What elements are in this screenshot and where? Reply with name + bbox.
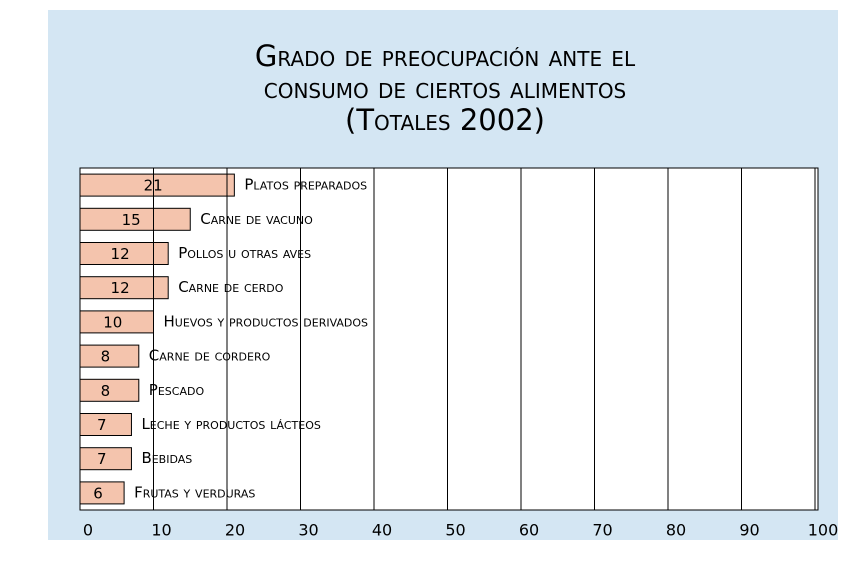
chart-title: consumo de ciertos alimentos <box>264 71 627 105</box>
category-label: Bebidas <box>141 449 192 467</box>
category-label: Pescado <box>149 381 205 399</box>
x-tick-label: 50 <box>445 521 465 540</box>
value-label: 8 <box>101 348 111 366</box>
chart-title: (Totales 2002) <box>345 103 545 137</box>
x-tick-label: 10 <box>151 521 171 540</box>
x-tick-label: 60 <box>519 521 539 540</box>
category-label: Carne de vacuno <box>200 210 313 228</box>
value-label: 12 <box>111 279 130 297</box>
category-label: Carne de cerdo <box>178 278 284 296</box>
value-label: 8 <box>101 382 111 400</box>
value-label: 10 <box>103 313 122 331</box>
category-label: Huevos y productos derivados <box>164 312 369 330</box>
value-label: 12 <box>111 245 130 263</box>
value-label: 7 <box>97 450 107 468</box>
x-tick-label: 40 <box>372 521 392 540</box>
value-label: 15 <box>122 211 141 229</box>
value-label: 7 <box>97 416 107 434</box>
category-label: Pollos u otras aves <box>178 244 311 262</box>
category-label: Carne de cordero <box>149 347 271 365</box>
value-label: 6 <box>93 484 103 502</box>
x-tick-label: 80 <box>666 521 686 540</box>
x-tick-label: 70 <box>592 521 612 540</box>
category-label: Platos preparados <box>244 176 367 194</box>
x-tick-label: 100 <box>808 521 839 540</box>
x-tick-label: 30 <box>298 521 318 540</box>
plot-area <box>79 167 819 511</box>
x-tick-label: 0 <box>83 521 93 540</box>
x-tick-label: 20 <box>225 521 245 540</box>
x-tick-label: 90 <box>739 521 759 540</box>
category-label: Frutas y verduras <box>134 483 255 501</box>
category-label: Leche y productos lácteos <box>141 415 320 433</box>
chart-title: Grado de preocupación ante el <box>255 39 636 73</box>
